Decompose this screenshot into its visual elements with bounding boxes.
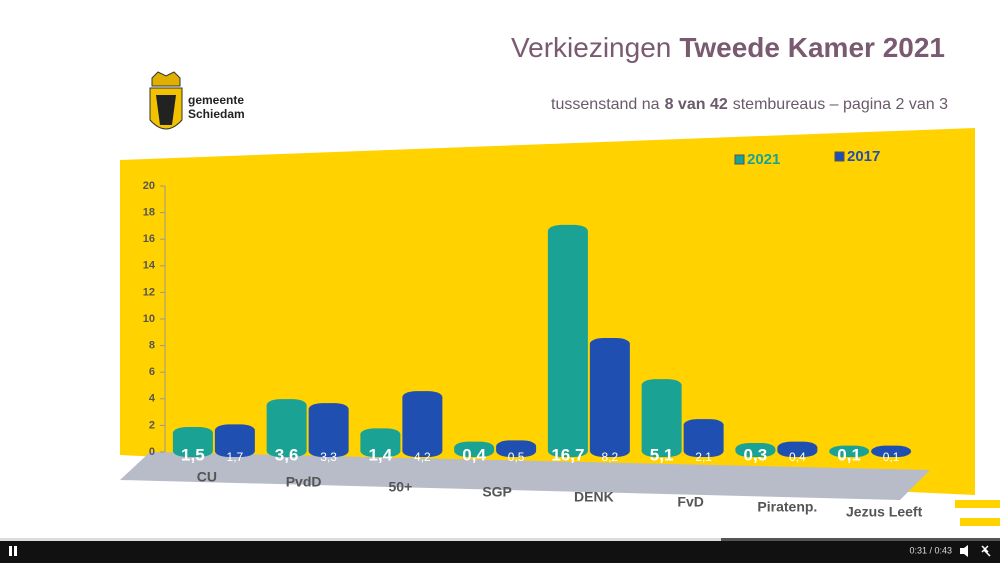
bar <box>829 445 870 457</box>
deco <box>960 518 1000 526</box>
bar <box>641 379 682 457</box>
bar <box>589 337 630 457</box>
logo-crown <box>151 71 181 87</box>
x-tick-label: CU <box>197 469 217 485</box>
subtitle: tussenstand na 8 van 42 stembureaus – pagi… <box>551 96 948 113</box>
x-tick-label: DENK <box>574 489 614 505</box>
pause-button[interactable] <box>14 546 17 556</box>
y-tick-label: 12 <box>143 286 155 298</box>
y-tick-label: 0 <box>149 446 155 458</box>
value-label: 5,1 <box>650 445 674 464</box>
y-tick-label: 20 <box>143 180 155 192</box>
y-tick-label: 10 <box>143 313 155 325</box>
value-label: 1,4 <box>369 445 393 464</box>
logo-lion <box>156 95 176 125</box>
bar <box>496 440 537 457</box>
title-part: Verkiezingen <box>511 32 671 63</box>
bar <box>308 403 349 457</box>
bar <box>871 445 912 457</box>
legend-swatch <box>734 154 745 165</box>
deco <box>955 500 1000 508</box>
logo-text: gemeente <box>188 93 244 107</box>
value-label: 0,1 <box>837 445 861 464</box>
subtitle-part: stembureaus – pagina 2 van 3 <box>733 96 948 113</box>
x-tick-label: FvD <box>677 494 703 510</box>
y-tick-label: 8 <box>149 340 155 352</box>
subtitle-part: tussenstand na <box>551 96 660 113</box>
x-tick-label: SGP <box>482 484 512 500</box>
legend-swatch <box>834 151 845 162</box>
y-tick-label: 16 <box>143 233 155 245</box>
bar <box>454 441 495 457</box>
value-label: 0,5 <box>508 450 525 464</box>
bar <box>266 399 307 457</box>
logo-text: Schiedam <box>188 107 245 121</box>
value-label: 0,3 <box>744 445 768 464</box>
bar <box>735 443 776 457</box>
value-label: 16,7 <box>551 445 584 464</box>
y-tick-label: 2 <box>149 419 155 431</box>
title-part: Tweede Kamer 2021 <box>679 32 945 63</box>
value-label: 0,4 <box>789 450 806 464</box>
value-label: 0,4 <box>462 445 486 464</box>
value-label: 3,6 <box>275 445 299 464</box>
fullscreen-button[interactable] <box>981 545 991 557</box>
player-time: 0:31 / 0:43 <box>909 545 952 555</box>
subtitle-part: 8 van 42 <box>665 96 728 113</box>
bar <box>172 427 213 457</box>
legend-label: 2017 <box>847 148 880 165</box>
value-label: 1,5 <box>181 445 205 464</box>
volume-button[interactable] <box>960 545 968 557</box>
y-tick-label: 18 <box>143 207 155 219</box>
value-label: 1,7 <box>227 450 244 464</box>
legend-label: 2021 <box>747 151 780 168</box>
x-tick-label: 50+ <box>389 479 413 495</box>
value-label: 0,1 <box>883 450 900 464</box>
player-bar <box>0 538 1000 563</box>
bar <box>360 428 401 457</box>
y-tick-label: 6 <box>149 366 155 378</box>
bar <box>683 419 724 457</box>
bar <box>214 424 255 457</box>
bar <box>547 224 588 457</box>
logo: gemeente Schiedam <box>149 71 245 130</box>
floor <box>120 452 930 500</box>
x-tick-label: Jezus Leeft <box>846 504 923 520</box>
progress-fill <box>0 538 721 541</box>
bar <box>777 441 818 457</box>
value-label: 2,1 <box>695 450 712 464</box>
value-label: 3,3 <box>320 450 337 464</box>
chart-title: Verkiezingen Tweede Kamer 2021 <box>511 32 945 63</box>
value-label: 4,2 <box>414 450 431 464</box>
value-label: 8,2 <box>602 450 619 464</box>
x-tick-label: Piratenp. <box>757 499 817 515</box>
y-tick-label: 4 <box>149 393 156 405</box>
x-tick-label: PvdD <box>286 474 322 490</box>
bar <box>402 391 443 457</box>
pause-button[interactable] <box>9 546 12 556</box>
y-tick-label: 14 <box>143 260 156 272</box>
